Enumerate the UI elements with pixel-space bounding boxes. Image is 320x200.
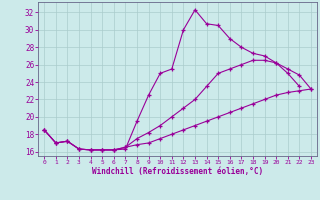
X-axis label: Windchill (Refroidissement éolien,°C): Windchill (Refroidissement éolien,°C) [92, 167, 263, 176]
